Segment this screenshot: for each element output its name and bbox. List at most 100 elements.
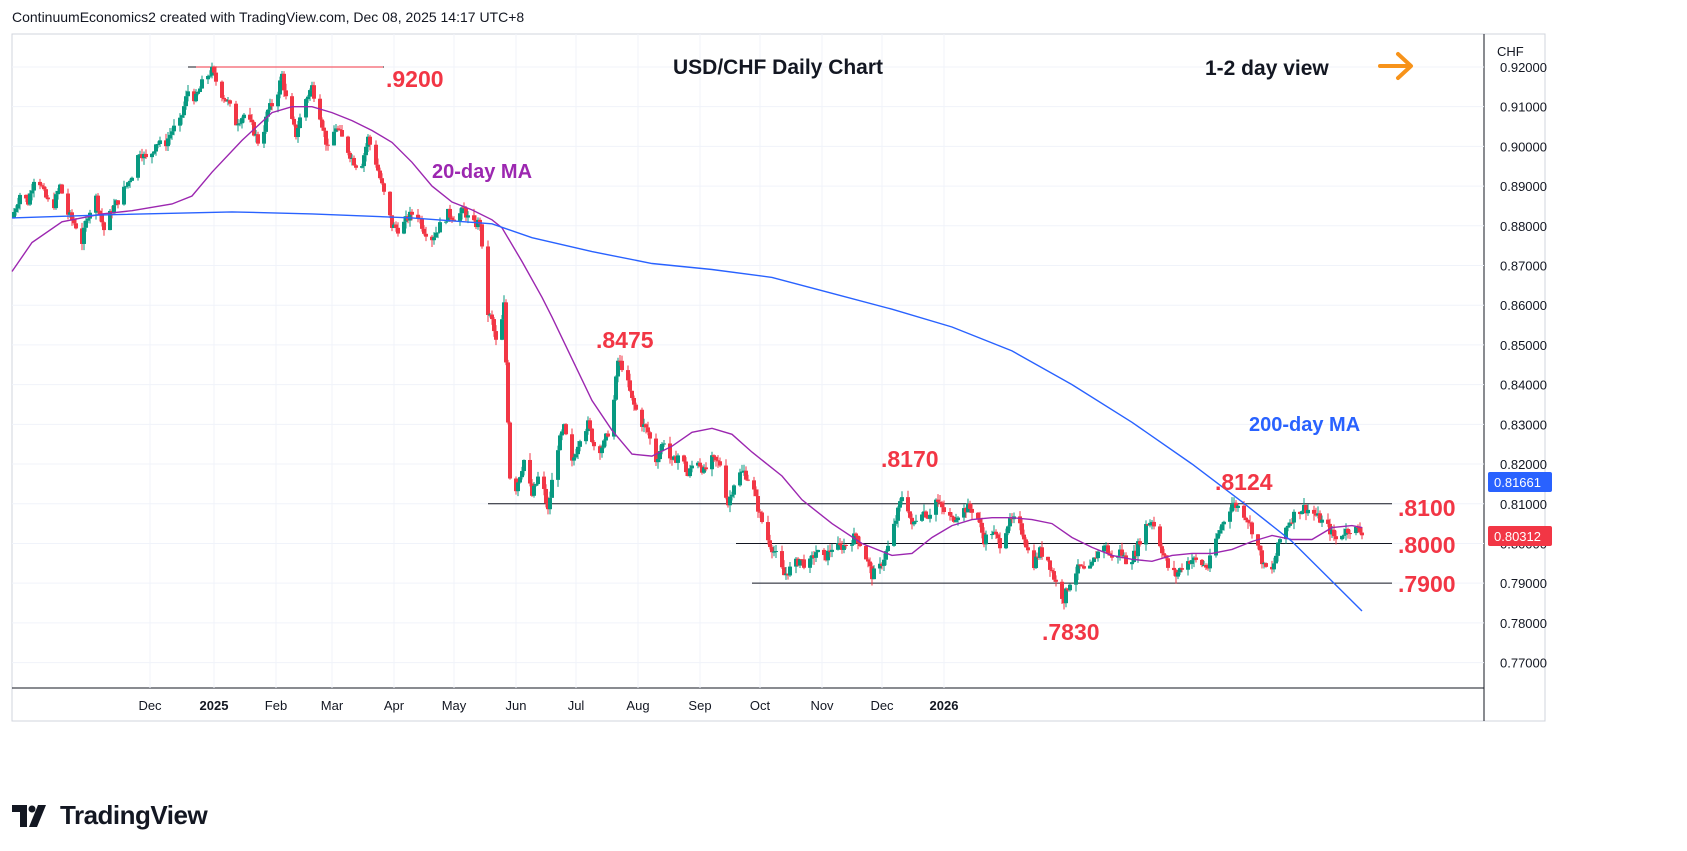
candle-body bbox=[1088, 565, 1092, 569]
candle-body bbox=[676, 455, 680, 463]
candle-body bbox=[1150, 521, 1154, 523]
candle-body bbox=[1120, 549, 1124, 556]
candle-body bbox=[152, 151, 156, 154]
candle-body bbox=[672, 456, 676, 460]
candle-body bbox=[1258, 545, 1262, 551]
candle-body bbox=[490, 314, 494, 320]
candle-body bbox=[136, 155, 140, 178]
candle-body bbox=[660, 443, 664, 452]
candle-body bbox=[130, 177, 134, 181]
candle-body bbox=[1206, 567, 1210, 569]
candle-body bbox=[38, 181, 42, 186]
time-axis: Dec 2025 Feb Mar Apr May Jun Jul Aug Sep Oct Nov Dec… bbox=[138, 698, 958, 713]
candle-body bbox=[1312, 509, 1316, 514]
candle-body bbox=[1110, 555, 1114, 558]
candle-body bbox=[954, 520, 958, 522]
candle-body bbox=[144, 153, 148, 158]
y-tick-label: 0.77000 bbox=[1500, 656, 1547, 671]
candle-body bbox=[364, 146, 368, 156]
candle-body bbox=[604, 433, 608, 441]
candle-body bbox=[728, 496, 732, 506]
candle-body bbox=[1122, 555, 1126, 557]
candle-body bbox=[1290, 522, 1294, 524]
candle-body bbox=[352, 157, 356, 166]
candle-body bbox=[976, 512, 980, 519]
candle-body bbox=[150, 153, 154, 158]
candle-body bbox=[544, 488, 548, 504]
candle-body bbox=[1228, 511, 1232, 522]
candle-body bbox=[52, 199, 56, 209]
candle-body bbox=[732, 485, 736, 495]
candle-body bbox=[826, 550, 830, 561]
candle-body bbox=[500, 319, 504, 340]
candle-body bbox=[80, 228, 84, 244]
candle-body bbox=[1264, 563, 1268, 567]
y-tick-label: 0.89000 bbox=[1500, 179, 1547, 194]
candle-body bbox=[1074, 573, 1078, 585]
candle-body bbox=[606, 433, 610, 437]
candle-body bbox=[318, 98, 322, 120]
candle-body bbox=[654, 438, 658, 463]
candle-body bbox=[42, 186, 46, 190]
candle-body bbox=[924, 511, 928, 518]
x-tick-label: Apr bbox=[384, 698, 405, 713]
candle-body bbox=[1326, 519, 1330, 524]
candle-body bbox=[1292, 511, 1296, 523]
candle-body bbox=[228, 100, 232, 104]
candle-body bbox=[222, 97, 226, 100]
candle-body bbox=[40, 185, 44, 187]
candle-body bbox=[1116, 555, 1120, 558]
candle-body bbox=[534, 484, 538, 486]
candle-body bbox=[262, 131, 266, 144]
candle-body bbox=[1340, 535, 1344, 540]
chart-title: USD/CHF Daily Chart bbox=[673, 56, 883, 79]
candle-body bbox=[686, 472, 690, 477]
candle-body bbox=[670, 458, 674, 460]
candle-body bbox=[292, 118, 296, 125]
x-tick-label: 2026 bbox=[930, 698, 959, 713]
candle-body bbox=[242, 114, 246, 119]
candle-body bbox=[1274, 555, 1278, 564]
candle-body bbox=[710, 455, 714, 470]
candle-body bbox=[894, 520, 898, 524]
candle-body bbox=[558, 435, 562, 451]
ma20-line bbox=[11, 106, 1363, 563]
candle-body bbox=[1304, 504, 1308, 514]
candle-body bbox=[1094, 557, 1098, 559]
candle-body bbox=[562, 424, 566, 432]
candle-body bbox=[504, 302, 508, 363]
candle-body bbox=[158, 140, 162, 144]
candle-body bbox=[1040, 547, 1044, 557]
candle-body bbox=[388, 191, 392, 216]
candle-body bbox=[378, 170, 382, 179]
candle-body bbox=[254, 134, 258, 136]
candle-body bbox=[1284, 527, 1288, 540]
candle-body bbox=[742, 470, 746, 472]
candle-body bbox=[922, 511, 926, 515]
candle-body bbox=[682, 455, 686, 462]
candle-body bbox=[1152, 521, 1156, 527]
y-tick-label: 0.79000 bbox=[1500, 576, 1547, 591]
candle-body bbox=[872, 568, 876, 580]
candle-body bbox=[1164, 555, 1168, 559]
candle-body bbox=[990, 534, 994, 536]
candle-body bbox=[1272, 563, 1276, 570]
candle-body bbox=[474, 220, 478, 228]
candle-body bbox=[1194, 557, 1198, 560]
annotation-label: .8170 bbox=[881, 446, 939, 472]
candle-body bbox=[1232, 502, 1236, 505]
candle-body bbox=[30, 190, 34, 194]
candle-body bbox=[840, 545, 844, 550]
candle-body bbox=[1008, 517, 1012, 527]
candle-body bbox=[298, 117, 302, 129]
candle-body bbox=[1204, 565, 1208, 568]
candle-body bbox=[886, 545, 890, 552]
candle-body bbox=[830, 549, 834, 552]
chart-annotations: .9200 .8475 .8170 .8124 .8100 .8000 .7900 .7830… bbox=[386, 52, 1456, 645]
candle-body bbox=[66, 193, 70, 215]
candle-body bbox=[346, 136, 350, 153]
candle-body bbox=[808, 558, 812, 568]
candle-body bbox=[1320, 519, 1324, 523]
candle-body bbox=[640, 409, 644, 427]
